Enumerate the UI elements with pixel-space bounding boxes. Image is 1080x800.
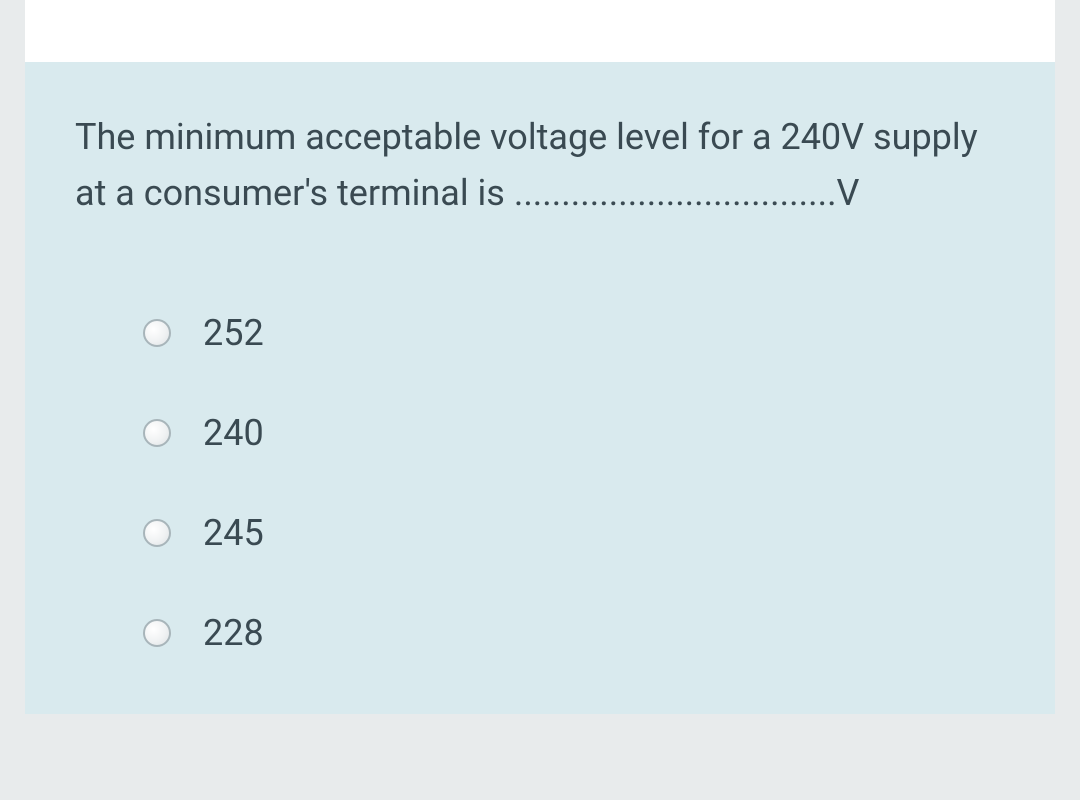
question-card: The minimum acceptable voltage level for… — [25, 62, 1055, 714]
option-label: 252 — [203, 312, 264, 354]
radio-icon[interactable] — [143, 519, 171, 547]
option-row[interactable]: 245 — [143, 512, 1005, 554]
radio-icon[interactable] — [143, 619, 171, 647]
option-label: 240 — [203, 412, 264, 454]
option-label: 245 — [203, 512, 264, 554]
option-row[interactable]: 240 — [143, 412, 1005, 454]
option-label: 228 — [203, 612, 264, 654]
radio-icon[interactable] — [143, 419, 171, 447]
question-text: The minimum acceptable voltage level for… — [75, 110, 1005, 222]
option-row[interactable]: 228 — [143, 612, 1005, 654]
option-row[interactable]: 252 — [143, 312, 1005, 354]
radio-icon[interactable] — [143, 319, 171, 347]
top-white-strip — [25, 0, 1055, 62]
options-list: 252 240 245 228 — [75, 312, 1005, 654]
